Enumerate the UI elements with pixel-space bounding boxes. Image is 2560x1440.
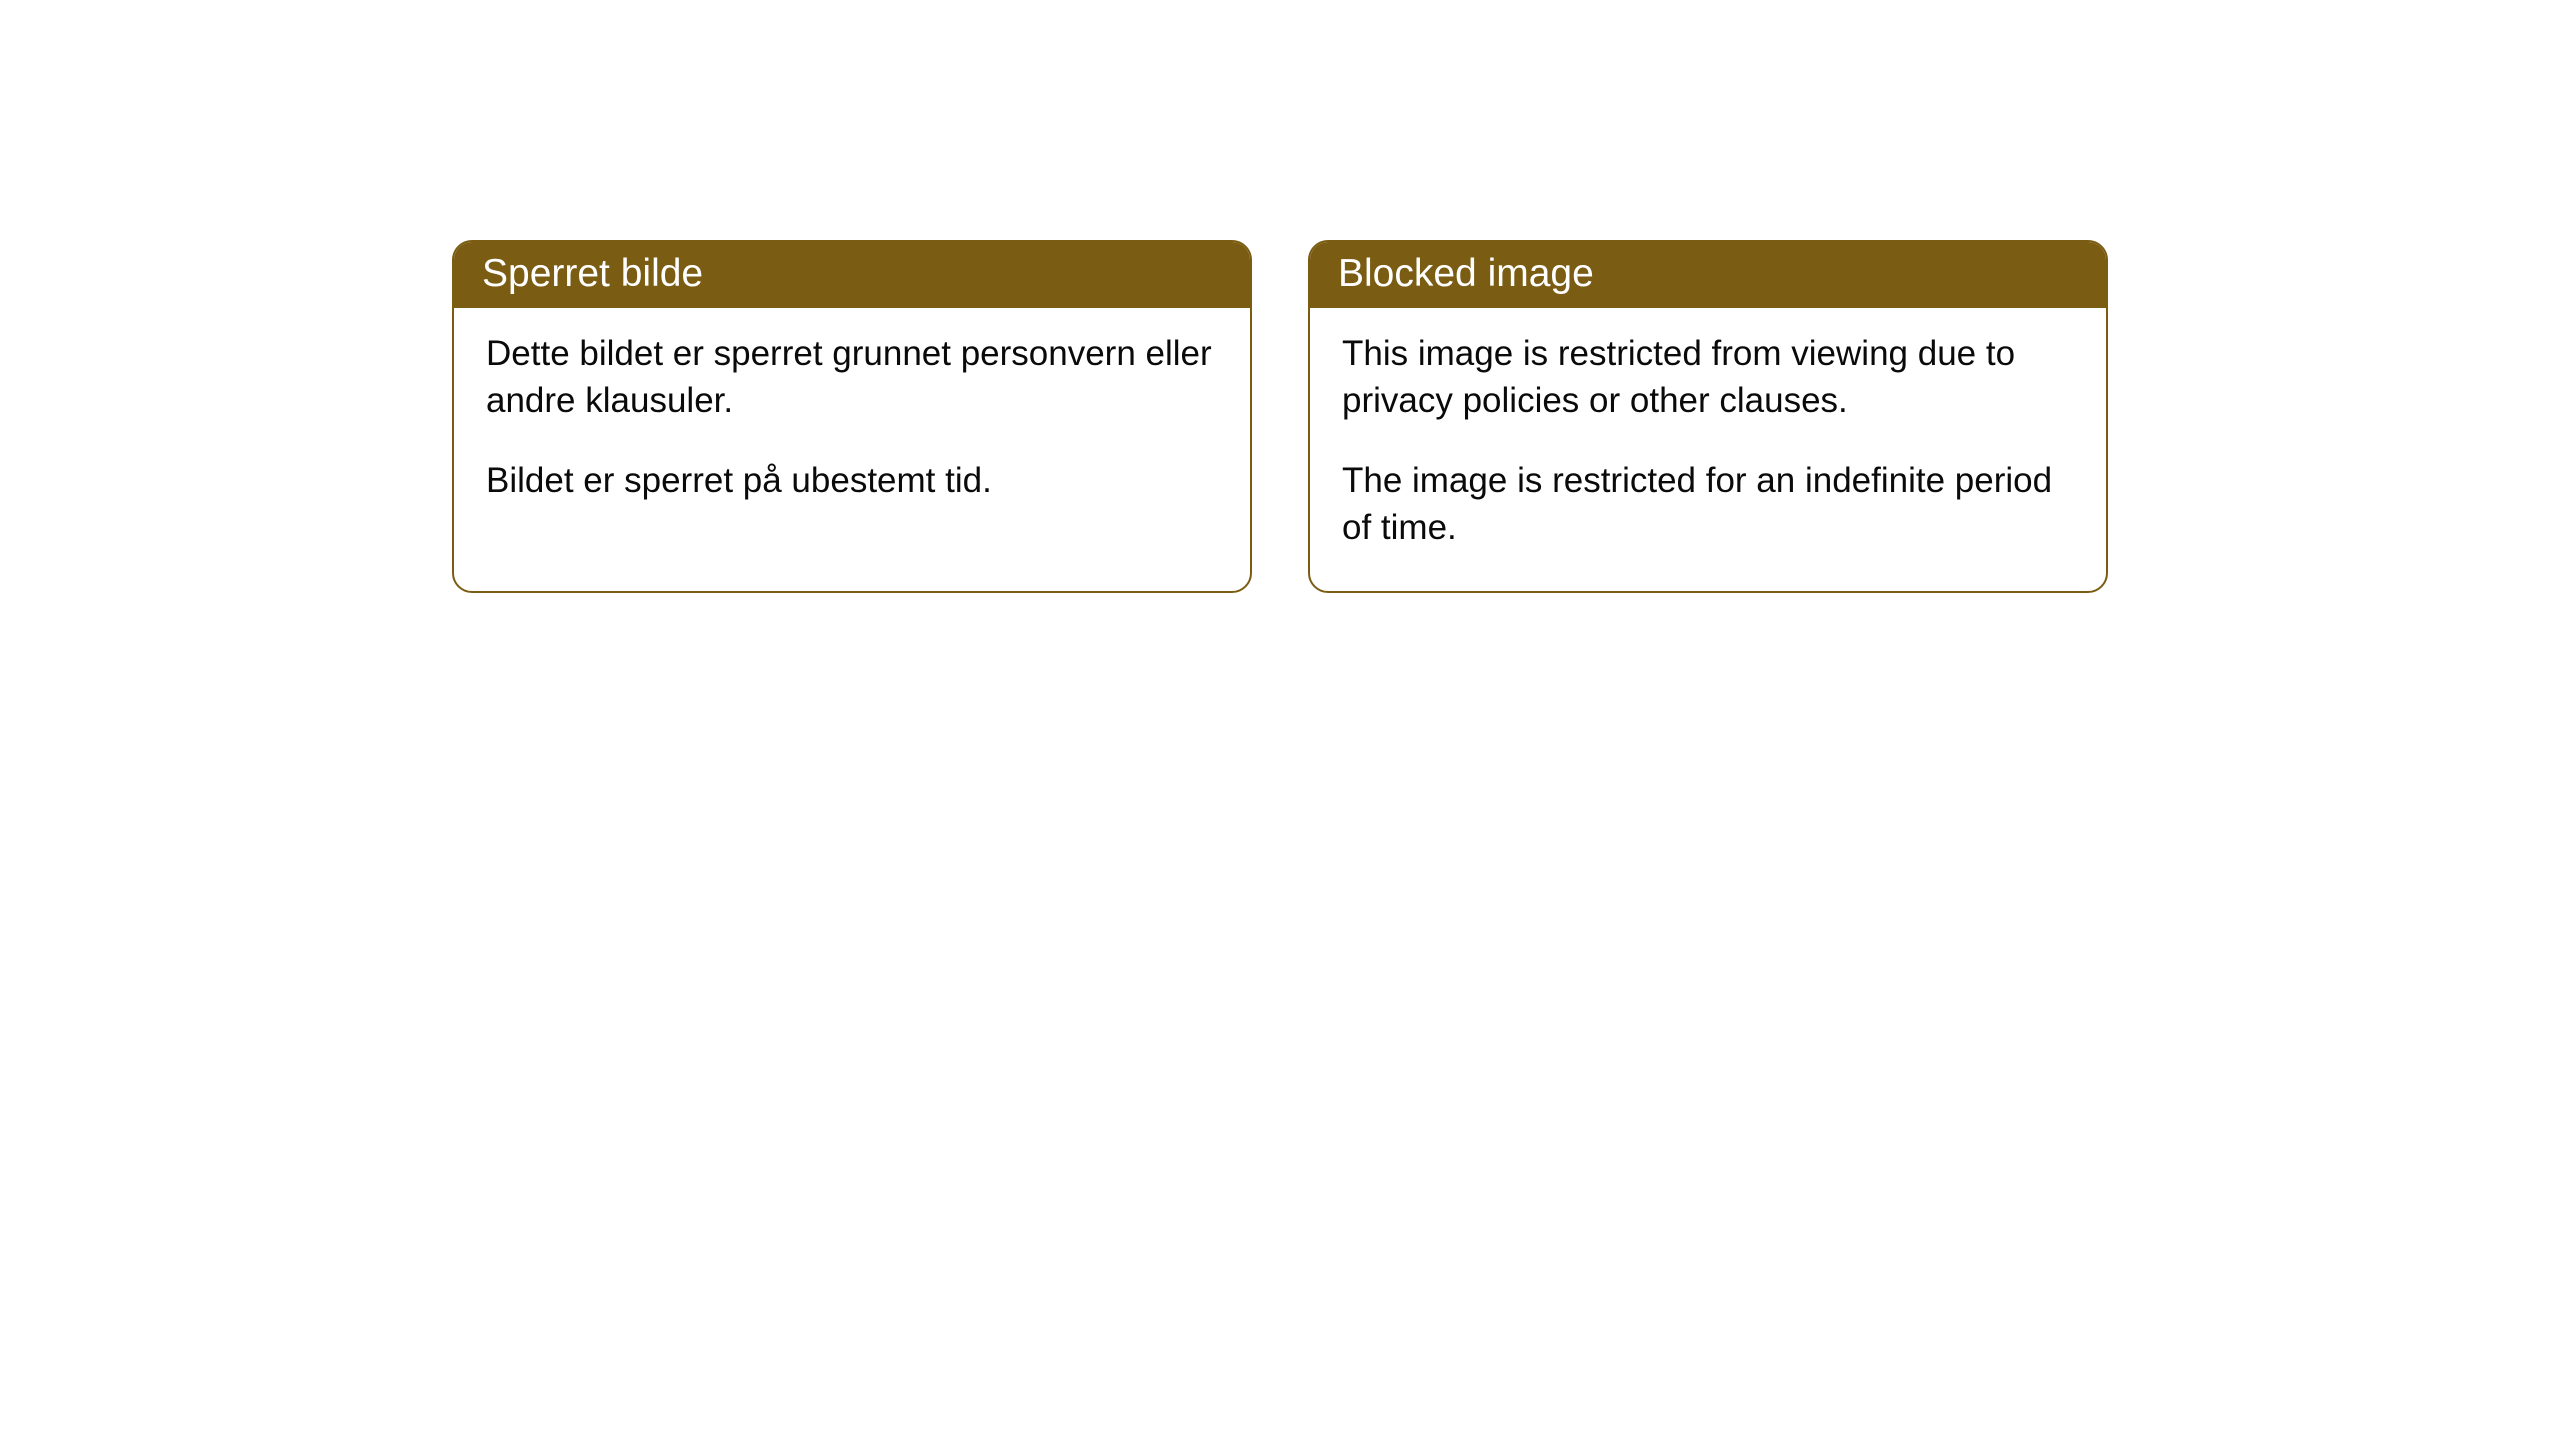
card-title-en: Blocked image xyxy=(1310,242,2106,308)
card-paragraph-2-no: Bildet er sperret på ubestemt tid. xyxy=(486,457,1218,504)
card-paragraph-1-no: Dette bildet er sperret grunnet personve… xyxy=(486,330,1218,425)
card-paragraph-1-en: This image is restricted from viewing du… xyxy=(1342,330,2074,425)
card-body-en: This image is restricted from viewing du… xyxy=(1310,308,2106,591)
blocked-image-card-en: Blocked image This image is restricted f… xyxy=(1308,240,2108,593)
card-paragraph-2-en: The image is restricted for an indefinit… xyxy=(1342,457,2074,552)
blocked-image-card-no: Sperret bilde Dette bildet er sperret gr… xyxy=(452,240,1252,593)
card-title-no: Sperret bilde xyxy=(454,242,1250,308)
card-body-no: Dette bildet er sperret grunnet personve… xyxy=(454,308,1250,544)
cards-container: Sperret bilde Dette bildet er sperret gr… xyxy=(0,240,2560,593)
